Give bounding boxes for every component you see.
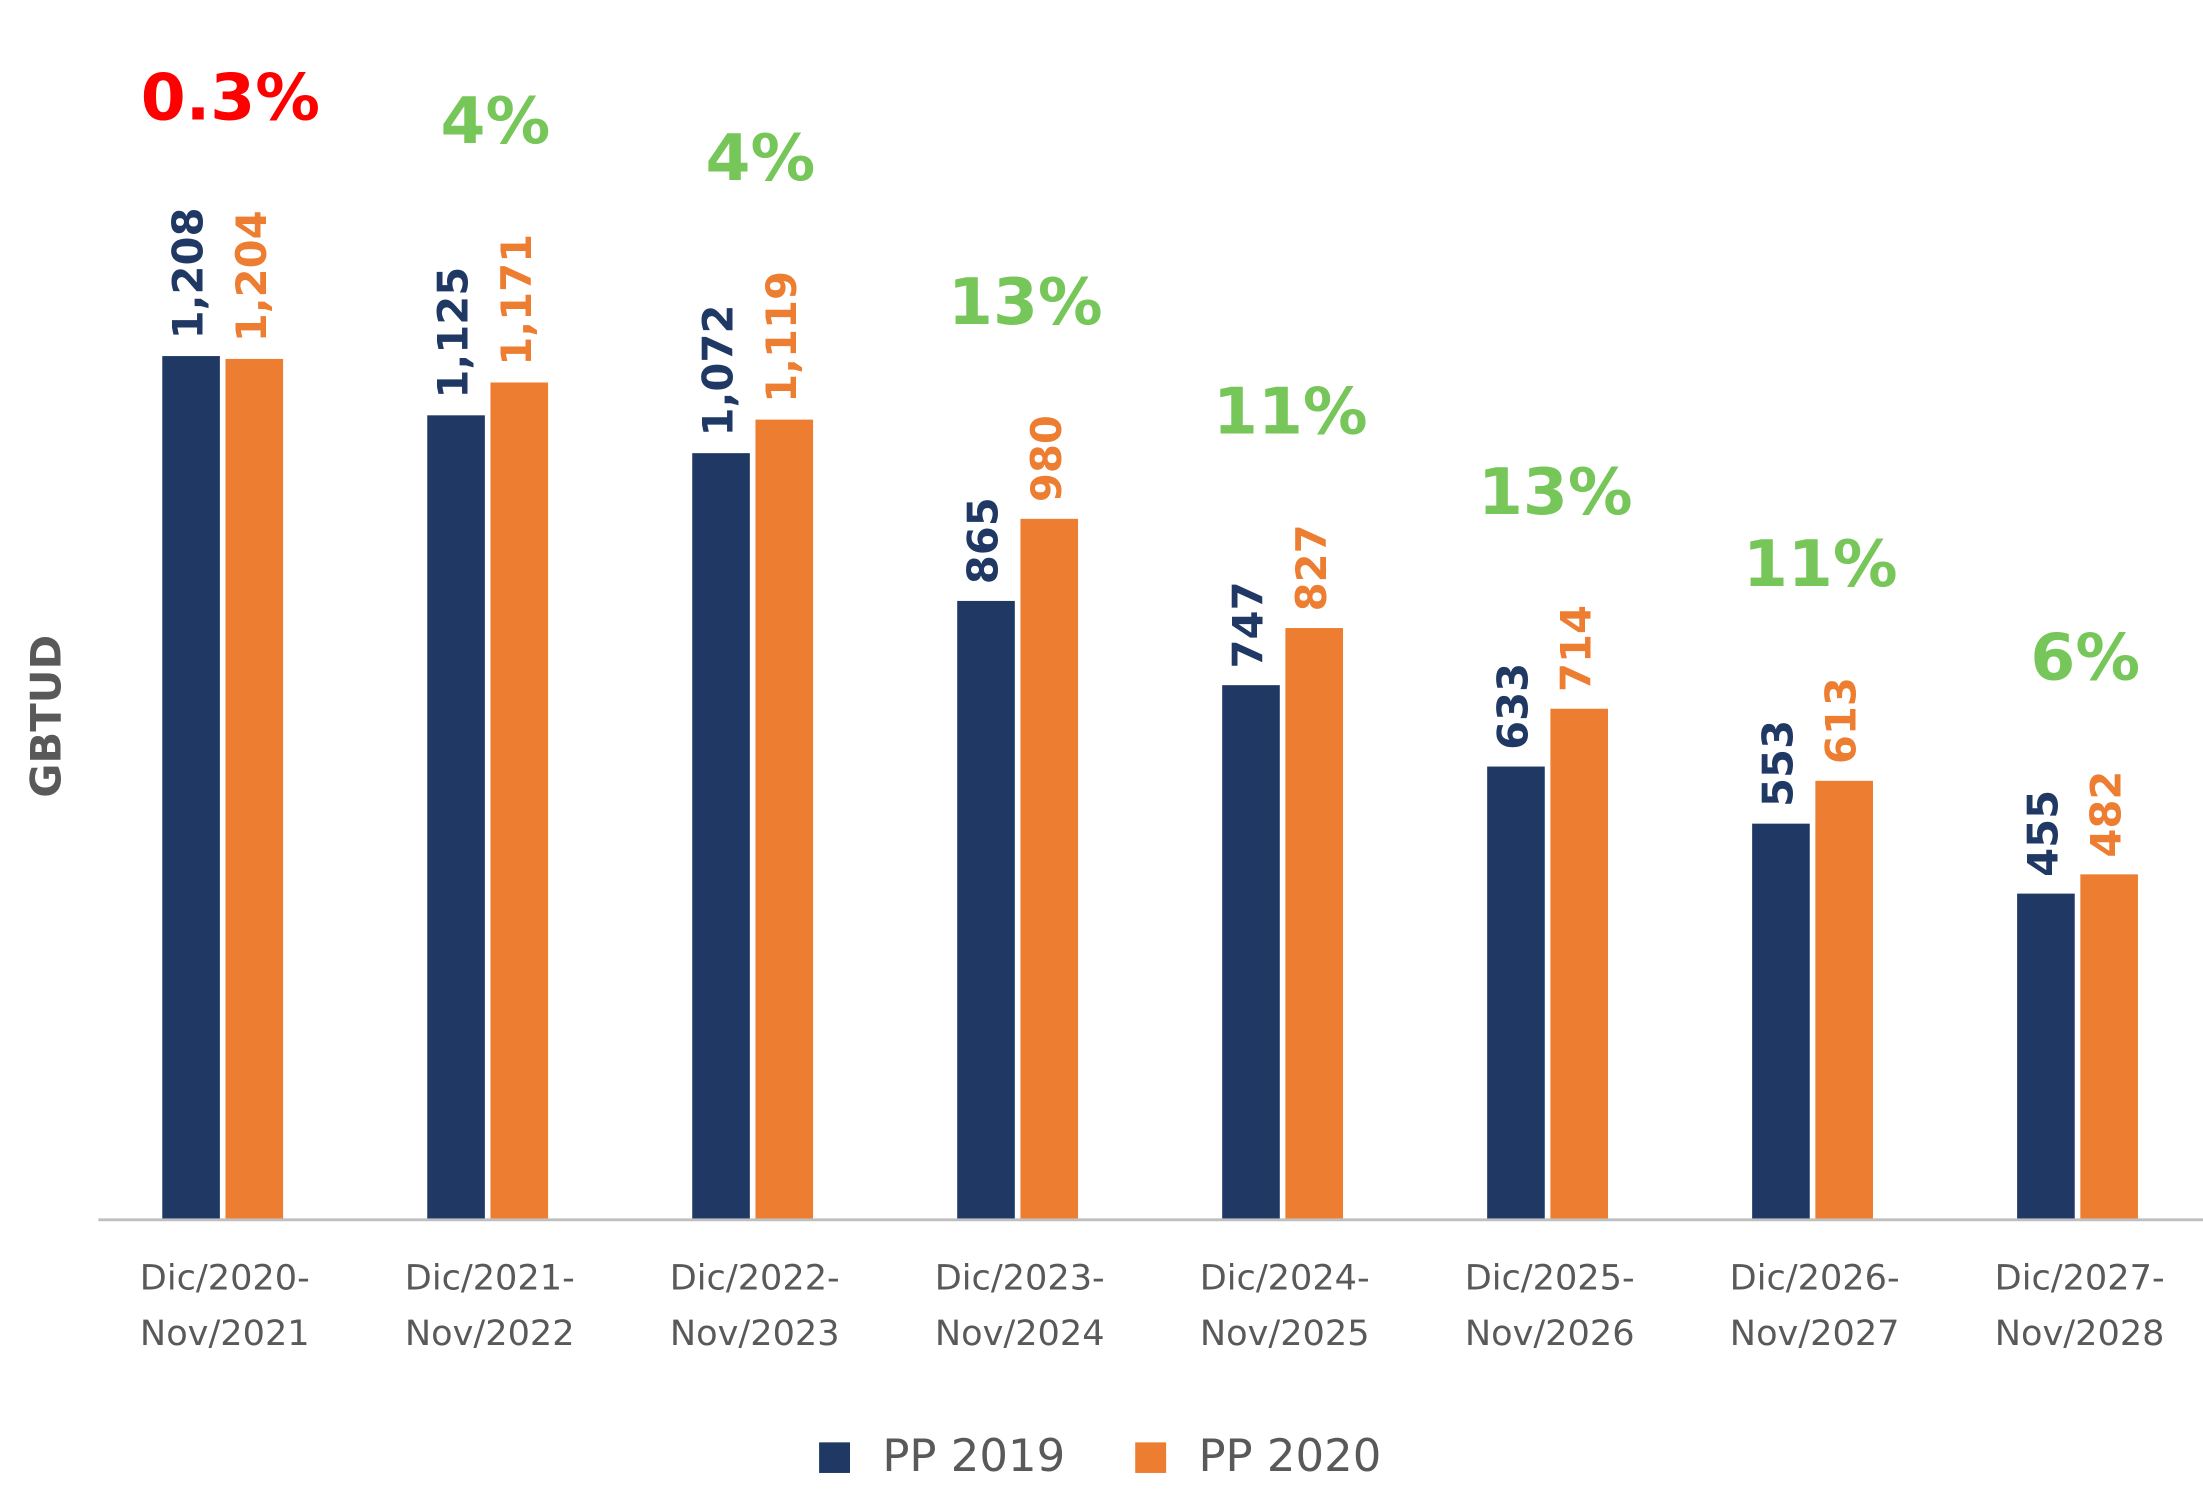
value-label: 1,125: [428, 267, 477, 399]
legend-label: PP 2020: [1198, 1429, 1381, 1482]
annotation: 4%: [441, 84, 551, 159]
bar: [1815, 780, 1873, 1219]
value-label: 1,204: [227, 210, 276, 342]
annotation: 11%: [1743, 527, 1898, 602]
legend-label: PP 2019: [882, 1429, 1065, 1482]
value-label: 980: [1022, 415, 1071, 502]
value-label: 613: [1817, 677, 1866, 764]
value-label: 1,171: [492, 234, 541, 366]
value-label: 714: [1552, 605, 1601, 692]
value-label: 553: [1753, 720, 1802, 807]
value-label: 1,119: [757, 271, 806, 403]
bar: [1752, 823, 1810, 1219]
x-tick-label: Dic/2020-Nov/2021: [140, 1259, 310, 1354]
value-label: 633: [1488, 663, 1537, 750]
bar: [2080, 874, 2138, 1219]
bar: [1222, 685, 1280, 1219]
bar: [427, 415, 485, 1219]
annotation: 6%: [2030, 621, 2140, 696]
bar: [1020, 518, 1079, 1219]
x-tick-label: Dic/2021-Nov/2022: [405, 1259, 575, 1354]
annotation: 13%: [948, 265, 1103, 340]
value-label: 827: [1287, 524, 1336, 611]
value-label: 482: [2082, 771, 2131, 858]
x-tick-label: Dic/2024-Nov/2025: [1200, 1259, 1370, 1354]
annotation: 0.3%: [141, 61, 320, 136]
value-label: 455: [2018, 790, 2067, 877]
annotation: 11%: [1213, 375, 1368, 450]
y-axis-label: GBTUD: [22, 635, 71, 798]
bar: [225, 358, 284, 1219]
value-label: 865: [958, 497, 1007, 584]
x-tick-label: Dic/2026-Nov/2027: [1730, 1259, 1900, 1354]
bar: [1550, 708, 1608, 1219]
annotation: 13%: [1478, 455, 1633, 530]
x-tick-label: Dic/2023-Nov/2024: [935, 1259, 1105, 1354]
bar: [162, 356, 220, 1219]
bar: [1285, 628, 1344, 1219]
x-tick-label: Dic/2022-Nov/2023: [670, 1259, 840, 1354]
bar: [755, 419, 814, 1219]
bar: [1487, 766, 1545, 1219]
legend-swatch: [1135, 1442, 1167, 1473]
bar: [2017, 893, 2075, 1219]
bar: [490, 382, 549, 1219]
value-label: 1,072: [693, 305, 742, 437]
bar: [957, 600, 1015, 1219]
annotation: 4%: [706, 121, 816, 196]
bar: [692, 453, 750, 1219]
x-tick-label: Dic/2027-Nov/2028: [1995, 1259, 2165, 1354]
value-label: 1,208: [163, 207, 212, 339]
value-label: 747: [1223, 581, 1272, 668]
x-tick-label: Dic/2025-Nov/2026: [1465, 1259, 1635, 1354]
legend-swatch: [819, 1442, 851, 1473]
